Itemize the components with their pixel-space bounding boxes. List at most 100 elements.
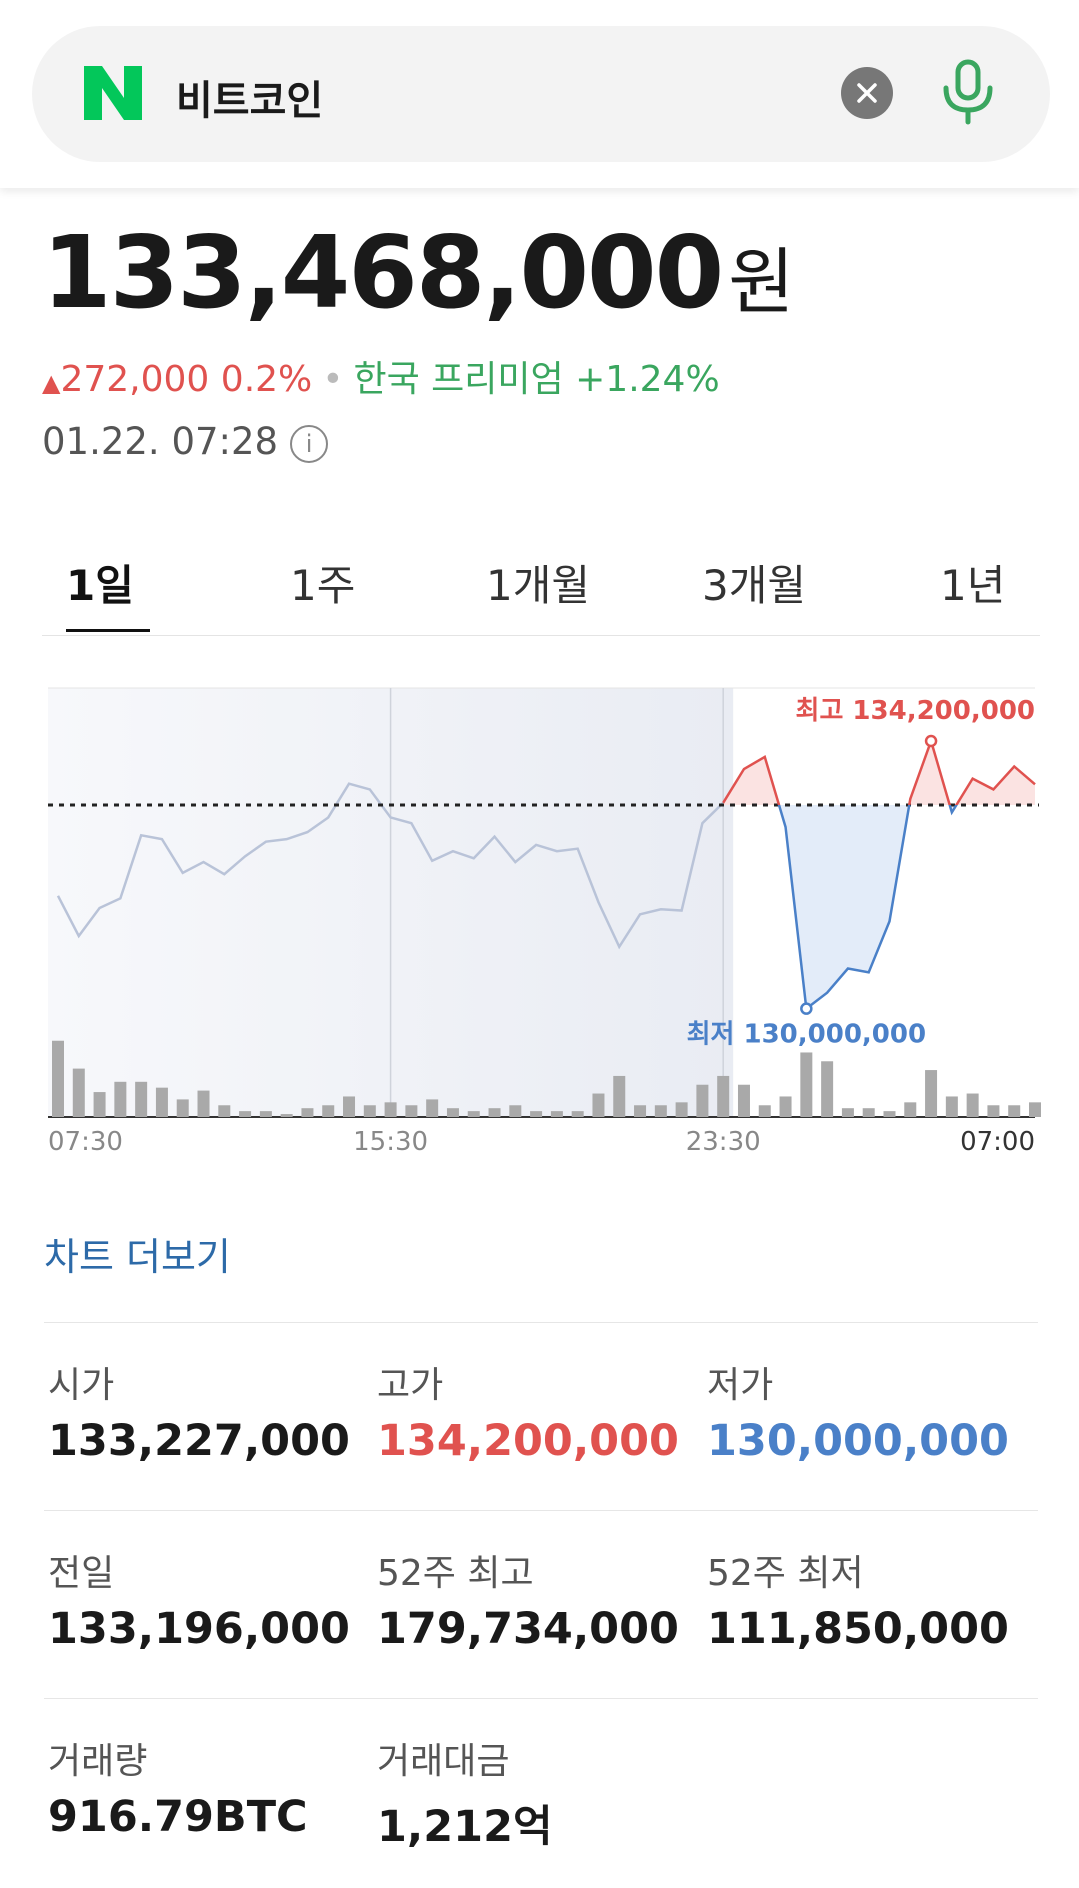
change-amount: 272,000 (60, 359, 210, 400)
volume-bar (343, 1096, 356, 1117)
history-line (56, 782, 725, 950)
volume-bar (925, 1070, 938, 1117)
divider (44, 1510, 1038, 1511)
volume-bar (634, 1105, 647, 1117)
period-tab[interactable]: 1년 (940, 561, 1006, 610)
volume-bar (426, 1099, 439, 1117)
loss-area (779, 804, 957, 1009)
volume-bar (613, 1075, 626, 1117)
volume-bar (987, 1105, 1000, 1117)
volume-bar (696, 1084, 709, 1117)
stat-value: 111,850,000 (707, 1604, 1009, 1654)
stat-value: 130,000,000 (707, 1416, 1009, 1466)
divider (44, 1322, 1038, 1323)
volume-bar (114, 1081, 127, 1117)
volume-bar (800, 1052, 813, 1117)
volume-bar (821, 1061, 834, 1117)
stat-value: 179,734,000 (377, 1604, 679, 1654)
volume-bar (197, 1090, 210, 1117)
volume-bar (841, 1108, 854, 1117)
volume-bar (862, 1108, 875, 1117)
timestamp: 01.22. 07:28 (42, 420, 279, 463)
period-tab[interactable]: 1주 (290, 561, 356, 610)
volume-bar (509, 1105, 522, 1117)
stat-label: 전일 (48, 1553, 115, 1594)
x-tick-label: 07:00 (960, 1127, 1035, 1157)
high-label: 최고 134,200,000 (796, 696, 1035, 726)
volume-bar (52, 1040, 64, 1117)
period-tab[interactable]: 3개월 (702, 561, 807, 610)
low-marker (800, 1002, 813, 1015)
high-marker (924, 734, 938, 748)
search-header: 비트코인 (0, 0, 1079, 188)
volume-bar (737, 1084, 750, 1117)
loss-line (777, 804, 958, 1011)
volume-bar (1008, 1105, 1021, 1117)
volume-bar (155, 1087, 168, 1117)
stat-label: 시가 (48, 1365, 115, 1406)
divider (44, 1698, 1038, 1699)
volume-bar (218, 1105, 231, 1117)
price-change: ▲272,000 0.2% • 한국 프리미엄 +1.24% (42, 350, 720, 402)
stat-value: 1,212억 (377, 1802, 553, 1852)
volume-bar (945, 1096, 958, 1117)
volume-bar (301, 1108, 314, 1117)
volume-bar (904, 1102, 917, 1117)
premium-label: 한국 프리미엄 (353, 359, 564, 400)
period-tab[interactable]: 1개월 (486, 561, 591, 610)
stat-value: 134,200,000 (377, 1416, 679, 1466)
gain-area (723, 740, 1035, 805)
volume-bar (176, 1099, 189, 1117)
stat-label: 52주 최고 (377, 1553, 534, 1594)
current-price: 133,468,000원 (42, 214, 794, 331)
stat-label: 거래량 (48, 1741, 148, 1782)
volume-bar (280, 1114, 293, 1117)
search-query[interactable]: 비트코인 (176, 78, 324, 124)
stat-label: 거래대금 (377, 1741, 510, 1782)
volume-bar (571, 1111, 584, 1117)
volume-bar (1029, 1102, 1041, 1117)
voice-button[interactable] (938, 58, 1000, 128)
up-arrow: ▲ (42, 369, 61, 397)
period-tab[interactable]: 1일 (66, 561, 134, 610)
price-value: 133,468,000 (42, 214, 724, 331)
volume-bar (883, 1111, 896, 1117)
stat-value: 916.79BTC (48, 1792, 308, 1842)
timestamp-row: 01.22. 07:28 i (42, 420, 329, 463)
volume-bar (530, 1111, 543, 1117)
stat-label: 고가 (377, 1365, 444, 1406)
info-icon[interactable]: i (290, 424, 329, 463)
low-label: 최저 130,000,000 (687, 1020, 926, 1050)
volume-bar (239, 1111, 252, 1117)
tab-indicator (66, 629, 150, 632)
premium-value: +1.24% (575, 359, 720, 400)
volume-bar (779, 1096, 792, 1117)
volume-bar (405, 1105, 418, 1117)
volume-bar (675, 1102, 688, 1117)
price-unit: 원 (728, 240, 794, 324)
volume-bar (654, 1105, 667, 1117)
change-percent: 0.2% (220, 359, 313, 400)
stat-label: 52주 최저 (707, 1553, 864, 1594)
clear-button[interactable] (840, 66, 894, 120)
stat-label: 저가 (707, 1365, 774, 1406)
volume-bar (93, 1092, 106, 1117)
volume-bar (259, 1111, 272, 1117)
stat-value: 133,227,000 (48, 1416, 350, 1466)
volume-bar (550, 1111, 563, 1117)
volume-bar (488, 1108, 501, 1117)
x-tick-label: 07:30 (48, 1127, 123, 1157)
volume-bar (322, 1105, 335, 1117)
volume-bar (135, 1081, 148, 1117)
tab-divider (42, 635, 1040, 636)
separator: • (322, 359, 344, 400)
more-chart-link[interactable]: 차트 더보기 (44, 1235, 231, 1279)
volume-bar (717, 1075, 730, 1117)
gain-line (722, 736, 1036, 805)
volume-bar (966, 1093, 979, 1117)
volume-bar (467, 1111, 480, 1117)
stat-value: 133,196,000 (48, 1604, 350, 1654)
volume-bar (72, 1068, 85, 1117)
x-tick-label: 15:30 (353, 1127, 428, 1157)
